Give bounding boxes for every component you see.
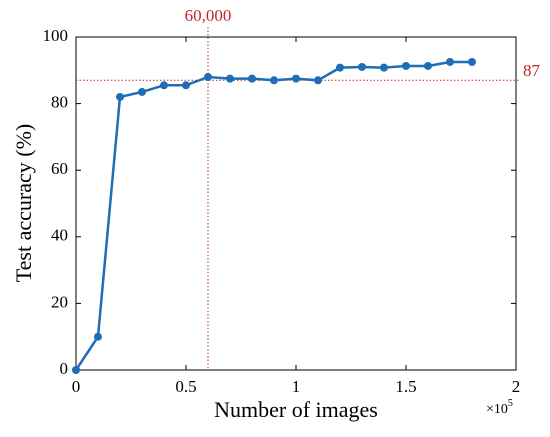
data-point [292,74,300,83]
annotation-label: 60,000 [185,6,232,25]
x-tick-label: 0.5 [175,377,196,396]
x-multiplier: ×105 [486,398,513,417]
data-point [226,74,234,83]
data-point [446,57,454,66]
y-tick-label: 40 [51,226,68,245]
data-point [468,57,476,66]
x-tick-label: 1 [292,377,301,396]
y-tick-label: 80 [51,93,68,112]
data-point [424,61,432,70]
y-tick-label: 100 [43,26,69,45]
y-axis-label: Test accuracy (%) [11,124,36,282]
data-point [380,63,388,72]
data-point [204,72,212,81]
x-tick-label: 2 [512,377,521,396]
y-tick-label: 20 [51,292,68,311]
data-point [138,87,146,96]
plot-frame [75,36,517,371]
data-point [358,62,366,71]
x-axis-label: Number of images [214,397,378,422]
series-line [74,60,472,371]
data-point [94,332,102,341]
data-point [314,76,322,85]
y-tick-label: 60 [51,159,68,178]
data-point [402,61,410,70]
data-point [116,92,124,101]
data-point [336,63,344,72]
x-multiplier-exponent: 5 [508,398,513,409]
x-tick-label: 1.5 [395,377,416,396]
data-point [270,76,278,85]
x-multiplier-base: ×10 [486,402,508,417]
data-point [182,81,190,90]
y-tick-label: 0 [60,359,69,378]
data-point [248,74,256,83]
data-point [160,81,168,90]
data-point [72,366,80,374]
x-tick-label: 0 [72,377,81,396]
annotation-label: 87 [523,61,541,80]
